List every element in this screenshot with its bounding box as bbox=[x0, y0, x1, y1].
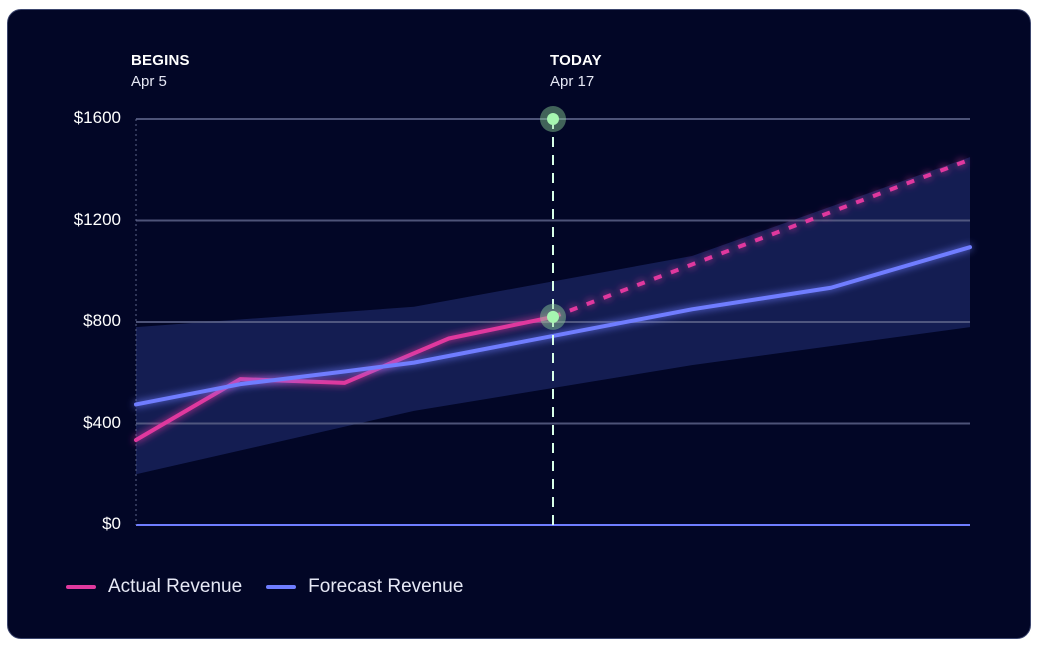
legend-swatch-forecast bbox=[266, 585, 297, 589]
begins-marker-label: BEGINS Apr 5 bbox=[131, 52, 190, 90]
y-axis-ticks: $1600 $1200 $800 $400 $0 bbox=[8, 10, 121, 638]
today-title: TODAY bbox=[550, 52, 602, 69]
legend-item-actual-revenue[interactable]: Actual Revenue bbox=[66, 576, 242, 598]
legend-swatch-actual bbox=[66, 585, 96, 589]
y-tick-label: $400 bbox=[83, 412, 121, 432]
actual-revenue-projection-line bbox=[552, 157, 971, 319]
revenue-chart-card: $1600 $1200 $800 $400 $0 BEGINS Apr 5 TODAY … bbox=[7, 9, 1031, 639]
legend-item-forecast-revenue[interactable]: Forecast Revenue bbox=[266, 576, 463, 598]
today-point bbox=[547, 310, 559, 323]
chart-legend: Actual Revenue Forecast Revenue bbox=[66, 576, 487, 598]
y-tick-label: $0 bbox=[102, 514, 121, 533]
legend-label-actual: Actual Revenue bbox=[108, 576, 243, 597]
begins-title: BEGINS bbox=[131, 52, 190, 69]
today-date: Apr 17 bbox=[550, 73, 595, 90]
begins-date: Apr 5 bbox=[131, 73, 167, 90]
forecast-revenue-line bbox=[134, 245, 972, 407]
y-tick-label: $1600 bbox=[73, 108, 121, 127]
today-point bbox=[547, 113, 559, 125]
today-marker-label: TODAY Apr 17 bbox=[550, 52, 602, 90]
y-tick-label: $800 bbox=[83, 311, 121, 330]
y-tick-label: $1200 bbox=[73, 209, 121, 229]
actual-revenue-line bbox=[134, 314, 555, 442]
revenue-chart bbox=[134, 106, 972, 526]
legend-label-forecast: Forecast Revenue bbox=[308, 576, 464, 597]
